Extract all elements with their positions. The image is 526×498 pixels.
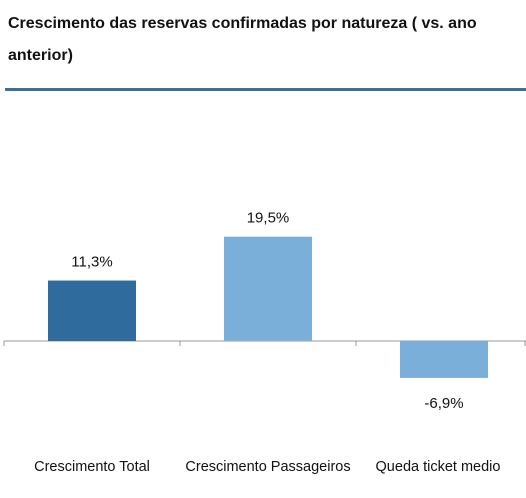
data-label: 19,5% — [247, 210, 290, 227]
chart-title: Crescimento das reservas confirmadas por… — [8, 15, 477, 64]
bar — [224, 236, 312, 341]
title-rule — [5, 88, 526, 91]
x-tick-label: Queda ticket medio — [375, 459, 501, 475]
bar — [48, 280, 136, 341]
data-label: 11,3% — [71, 254, 112, 271]
x-tick-label: Crescimento Passageiros — [185, 459, 351, 475]
bar — [400, 341, 488, 378]
x-tick-label: Crescimento Total — [34, 459, 150, 475]
data-label: -6,9% — [424, 395, 463, 412]
